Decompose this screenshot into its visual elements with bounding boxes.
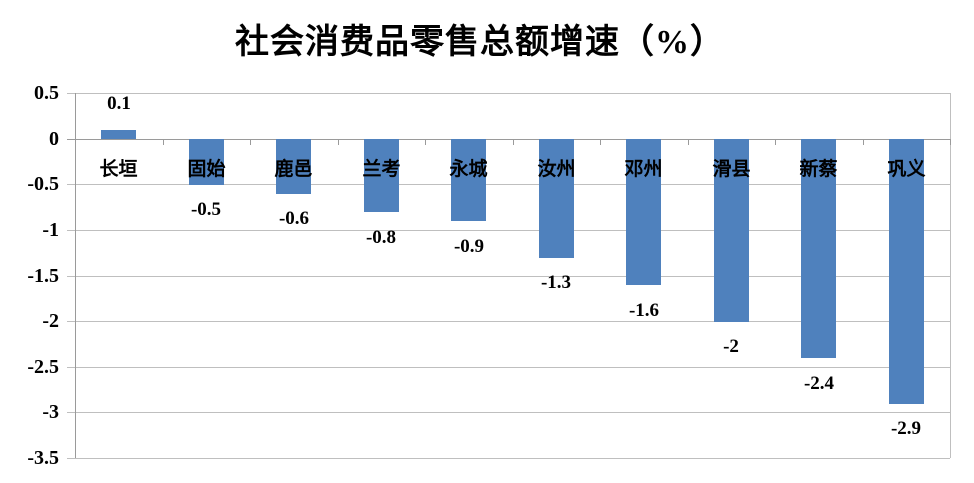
bar <box>101 129 136 139</box>
y-tick-label: 0.5 <box>34 82 59 104</box>
y-gridline <box>67 229 950 231</box>
bar <box>276 138 311 194</box>
category-label: 邓州 <box>624 159 663 180</box>
bar <box>189 138 224 185</box>
bar <box>451 138 486 221</box>
y-gridline <box>67 93 950 94</box>
bar-value-label: -1.3 <box>540 272 572 293</box>
bar-value-label: -2.4 <box>803 373 835 394</box>
y-tick-label: 0 <box>49 127 59 150</box>
chart-title: 社会消费品零售总额增速（%） <box>235 24 725 61</box>
category-tick <box>250 138 251 145</box>
y-tick-label: -2 <box>42 310 59 333</box>
category-tick <box>862 138 864 145</box>
bar <box>626 138 661 285</box>
y-gridline <box>67 458 950 459</box>
y-tick-label: -1 <box>42 218 59 241</box>
y-gridline <box>67 321 950 323</box>
category-tick <box>687 138 689 145</box>
category-label: 汝州 <box>537 159 576 180</box>
plot-right-border <box>950 93 951 458</box>
bar <box>889 138 924 404</box>
y-tick-label: -0.5 <box>27 173 59 196</box>
bar-value-label: -1.6 <box>628 300 660 321</box>
bar-value-label: -0.6 <box>278 208 310 229</box>
category-tick <box>950 138 951 145</box>
bar <box>364 138 399 212</box>
bar-value-label: -0.8 <box>365 227 397 248</box>
y-tick-label: -1.5 <box>27 264 59 287</box>
bar-value-label: -2.9 <box>890 418 922 439</box>
bar-value-label: -2 <box>723 336 739 357</box>
category-tick <box>337 138 339 145</box>
category-tick <box>75 138 76 145</box>
bar <box>714 138 749 322</box>
y-gridline <box>67 184 950 186</box>
y-tick-label: -3.5 <box>27 447 59 469</box>
y-gridline <box>67 138 950 140</box>
category-label: 固始 <box>187 159 226 180</box>
bar <box>539 138 574 258</box>
category-tick <box>425 138 426 145</box>
category-tick <box>162 138 164 145</box>
category-label: 新蔡 <box>799 159 838 180</box>
category-label: 永城 <box>449 159 488 180</box>
y-gridline <box>67 412 950 414</box>
category-label: 巩义 <box>887 159 926 180</box>
category-tick <box>775 138 776 145</box>
category-label: 滑县 <box>712 159 751 180</box>
bar-value-label: -0.5 <box>190 199 222 220</box>
y-axis-line <box>75 93 76 458</box>
category-label: 兰考 <box>362 159 401 180</box>
category-label: 鹿邑 <box>274 159 313 180</box>
y-gridline <box>67 366 950 368</box>
bar <box>801 138 836 358</box>
category-tick <box>512 138 514 145</box>
bar-value-label: 0.1 <box>107 93 131 114</box>
bar-value-label: -0.9 <box>453 236 485 257</box>
y-gridline <box>67 275 950 277</box>
y-tick-label: -3 <box>42 401 59 424</box>
category-tick <box>600 138 601 145</box>
y-tick-label: -2.5 <box>27 355 59 378</box>
category-label: 长垣 <box>99 159 138 180</box>
